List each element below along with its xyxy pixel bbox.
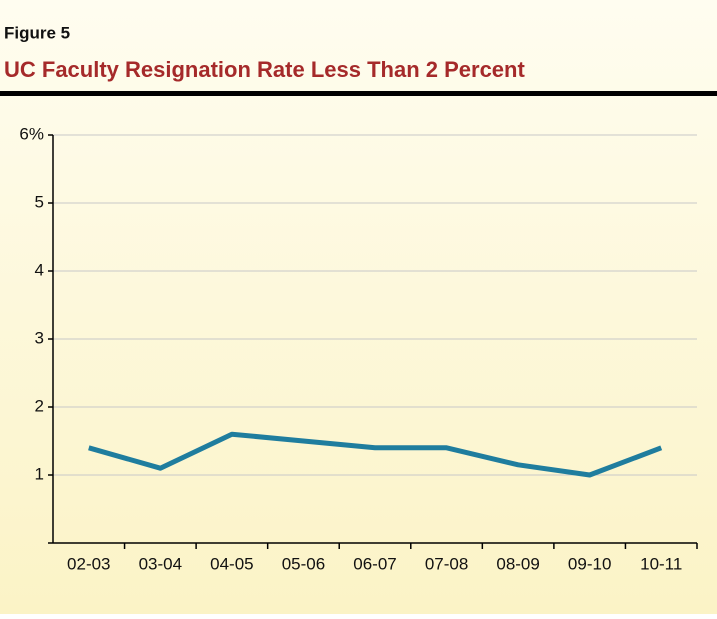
data-line — [88, 431, 663, 478]
y-tick-label: 6% — [19, 124, 44, 143]
y-tick-label: 1 — [35, 464, 44, 483]
x-tick-label: 05-06 — [282, 554, 325, 573]
x-tick-label: 03-04 — [139, 554, 182, 573]
x-tick-label: 08-09 — [496, 554, 539, 573]
y-tick-label: 4 — [35, 260, 44, 279]
y-tick-label: 3 — [35, 328, 44, 347]
x-tick-label: 02-03 — [67, 554, 110, 573]
x-tick-label: 06-07 — [353, 554, 396, 573]
x-tick-label: 07-08 — [425, 554, 468, 573]
y-tick-label: 5 — [35, 192, 44, 211]
y-tick-label: 2 — [35, 396, 44, 415]
figure-label: Figure 5 — [4, 23, 70, 42]
x-tick-label: 10-11 — [640, 554, 682, 573]
x-tick-label: 04-05 — [210, 554, 253, 573]
x-tick-label: 09-10 — [568, 554, 611, 573]
title-rule — [0, 91, 717, 96]
chart-title: UC Faculty Resignation Rate Less Than 2 … — [4, 57, 525, 82]
